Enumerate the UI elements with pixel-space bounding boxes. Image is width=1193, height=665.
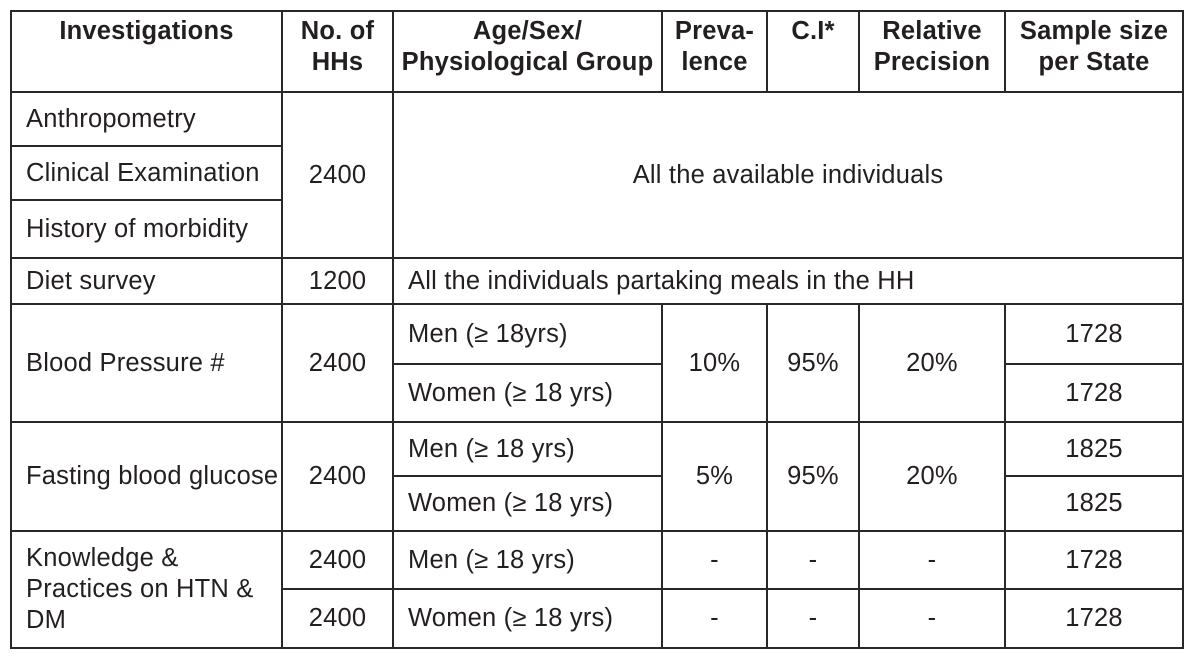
cell-knowledge-sample-men: 1728 [1004,530,1184,590]
cell-anthropometry: Anthropometry [10,91,283,147]
cell-blood-pressure-men: Men (≥ 18yrs) [392,303,663,365]
row-knowledge-men: Knowledge & Practices on HTN & DM 2400 M… [10,530,1184,649]
cell-fasting-glucose-hhs: 2400 [281,421,394,532]
cell-blood-pressure-relative-precision: 20% [858,303,1006,423]
row-blood-pressure-men: Blood Pressure # 2400 Men (≥ 18yrs) 10% … [10,303,1184,423]
cell-fasting-glucose-relative-precision: 20% [858,421,1006,532]
cell-knowledge-relative-precision-women: - [858,588,1006,649]
cell-fasting-glucose-sample-women: 1825 [1004,475,1184,532]
survey-sampling-table-wrapper: Investigations No. of HHs Age/Sex/ Physi… [10,10,1184,649]
cell-fasting-glucose-women: Women (≥ 18 yrs) [392,475,663,532]
cell-blood-pressure-sample-men: 1728 [1004,303,1184,365]
cell-history-of-morbidity: History of morbidity [10,199,283,259]
cell-fasting-glucose-men: Men (≥ 18 yrs) [392,421,663,477]
header-relative-precision: Relative Precision [858,10,1006,93]
cell-diet-group: All the individuals partaking meals in t… [392,257,1184,305]
header-age-sex-physiological-group: Age/Sex/ Physiological Group [392,10,663,93]
cell-diet-survey: Diet survey [10,257,283,305]
cell-knowledge-hhs-men: 2400 [281,530,394,590]
cell-diet-hhs: 1200 [281,257,394,305]
cell-knowledge-prevalence-women: - [661,588,768,649]
row-fasting-glucose-men: Fasting blood glucose 2400 Men (≥ 18 yrs… [10,421,1184,532]
cell-blood-pressure: Blood Pressure # [10,303,283,423]
cell-knowledge-prevalence-men: - [661,530,768,590]
cell-knowledge-men: Men (≥ 18 yrs) [392,530,663,590]
row-blood-pressure-women: Women (≥ 18 yrs) 1728 [11,363,1184,423]
header-prevalence: Preva- lence [661,10,768,93]
header-sample-size-per-state: Sample size per State [1004,10,1184,93]
header-ci: C.I* [766,10,860,93]
cell-knowledge-relative-precision-men: - [858,530,1006,590]
cell-anthro-group-individuals: All the available individuals [392,91,1184,259]
cell-blood-pressure-ci: 95% [766,303,860,423]
row-fasting-glucose-women: Women (≥ 18 yrs) 1825 [11,475,1184,532]
cell-fasting-glucose-sample-men: 1825 [1004,421,1184,477]
cell-knowledge-ci-women: - [766,588,860,649]
cell-fasting-glucose: Fasting blood glucose [10,421,283,532]
cell-knowledge-women: Women (≥ 18 yrs) [392,588,663,649]
cell-clinical-examination: Clinical Examination [10,145,283,201]
cell-knowledge-ci-men: - [766,530,860,590]
cell-knowledge-sample-women: 1728 [1004,588,1184,649]
cell-blood-pressure-hhs: 2400 [281,303,394,423]
header-no-of-hhs: No. of HHs [281,10,394,93]
header-investigations: Investigations [10,10,283,93]
cell-blood-pressure-sample-women: 1728 [1004,363,1184,423]
row-knowledge-women: 2400 Women (≥ 18 yrs) - - - 1728 [11,588,1184,649]
row-anthropometry: Anthropometry 2400 All the available ind… [10,91,1184,259]
cell-knowledge-hhs-women: 2400 [281,588,394,649]
survey-sampling-table: Investigations No. of HHs Age/Sex/ Physi… [10,10,1184,649]
header-row: Investigations No. of HHs Age/Sex/ Physi… [10,10,1184,93]
cell-knowledge-practices: Knowledge & Practices on HTN & DM [10,530,283,649]
row-diet-survey: Diet survey 1200 All the individuals par… [10,257,1184,305]
cell-anthro-group-hhs: 2400 [281,91,394,259]
cell-blood-pressure-prevalence: 10% [661,303,768,423]
row-clinical-examination: Clinical Examination [10,145,1183,201]
cell-fasting-glucose-ci: 95% [766,421,860,532]
cell-blood-pressure-women: Women (≥ 18 yrs) [392,363,663,423]
row-history-of-morbidity: History of morbidity [10,199,1183,259]
cell-fasting-glucose-prevalence: 5% [661,421,768,532]
